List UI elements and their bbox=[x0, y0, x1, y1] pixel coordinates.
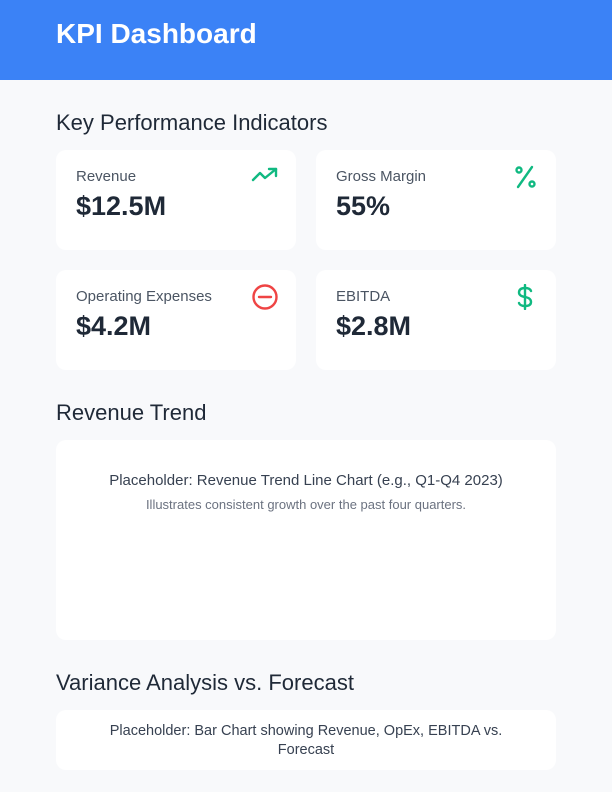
kpi-grid: Revenue $12.5M Gross Margin 55% Operatin… bbox=[56, 150, 556, 370]
kpi-card-operating-expenses: Operating Expenses $4.2M bbox=[56, 270, 296, 370]
variance-chart-placeholder: Placeholder: Bar Chart showing Revenue, … bbox=[56, 710, 556, 770]
revenue-trend-title: Revenue Trend bbox=[56, 400, 207, 425]
variance-section-title: Variance Analysis vs. Forecast bbox=[56, 670, 354, 695]
minus-circle-icon bbox=[252, 284, 278, 310]
kpi-value: 55% bbox=[336, 191, 391, 221]
revenue-trend-chart-placeholder: Placeholder: Revenue Trend Line Chart (e… bbox=[56, 440, 556, 640]
chart-placeholder-text: Placeholder: Bar Chart showing Revenue, … bbox=[109, 723, 503, 758]
chart-placeholder-text: Placeholder: Revenue Trend Line Chart (e… bbox=[109, 472, 503, 489]
page-title: KPI Dashboard bbox=[56, 18, 257, 49]
kpi-card-gross-margin: Gross Margin 55% bbox=[316, 150, 556, 250]
kpi-card-revenue: Revenue $12.5M bbox=[56, 150, 296, 250]
kpi-label: Gross Margin bbox=[336, 168, 427, 185]
kpi-label: EBITDA bbox=[336, 288, 391, 305]
header: KPI Dashboard bbox=[0, 0, 612, 80]
trending-up-icon bbox=[251, 167, 278, 182]
kpi-label: Operating Expenses bbox=[76, 288, 212, 305]
kpi-value: $12.5M bbox=[76, 191, 167, 221]
kpi-card-ebitda: EBITDA $2.8M bbox=[316, 270, 556, 370]
kpi-label: Revenue bbox=[76, 168, 137, 185]
kpi-value: $2.8M bbox=[336, 311, 412, 341]
kpi-value: $4.2M bbox=[76, 311, 152, 341]
chart-caption: Illustrates consistent growth over the p… bbox=[145, 497, 467, 512]
percent-icon bbox=[515, 165, 536, 189]
kpi-section-title: Key Performance Indicators bbox=[56, 110, 328, 135]
dollar-icon bbox=[517, 284, 533, 310]
